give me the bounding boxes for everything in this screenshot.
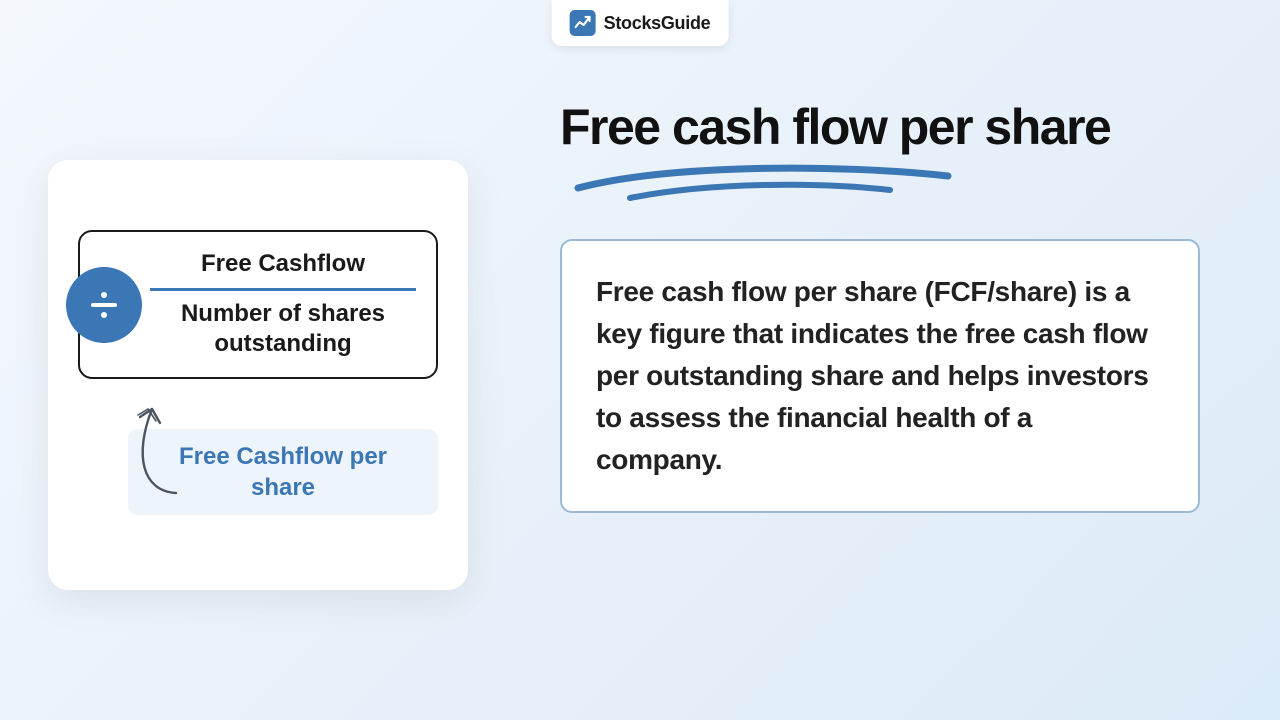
description-box: Free cash flow per share (FCF/share) is … (560, 239, 1200, 513)
page-title: Free cash flow per share (560, 100, 1200, 154)
formula-result-area: Free Cashflow per share (78, 429, 438, 515)
logo-badge: StocksGuide (552, 0, 729, 46)
underline-swoosh-icon (560, 158, 960, 204)
formula-card: Free Cashflow Number of shares outstandi… (48, 160, 468, 590)
logo-text: StocksGuide (604, 13, 711, 34)
formula-box: Free Cashflow Number of shares outstandi… (78, 230, 438, 379)
curved-arrow-icon (114, 395, 194, 505)
divide-icon (66, 267, 142, 343)
content-column: Free cash flow per share Free cash flow … (560, 100, 1200, 513)
chart-up-icon (570, 10, 596, 36)
description-text: Free cash flow per share (FCF/share) is … (596, 271, 1164, 481)
formula-numerator: Free Cashflow (150, 250, 416, 291)
formula-denominator: Number of shares outstanding (150, 291, 416, 359)
